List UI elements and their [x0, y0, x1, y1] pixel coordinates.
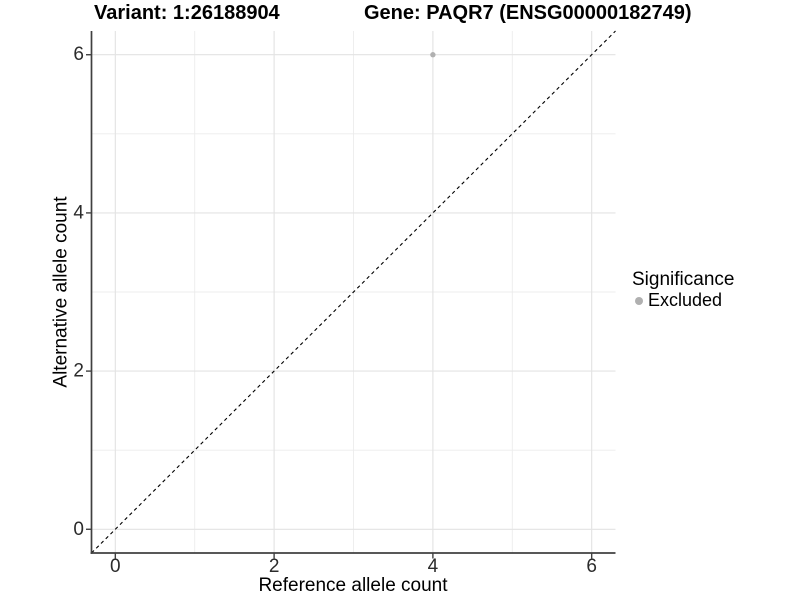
- x-tick-label: 4: [428, 556, 439, 577]
- legend-point-icon: [635, 296, 643, 305]
- identity-line: [91, 30, 616, 554]
- y-tick-label: 6: [73, 44, 84, 65]
- plot-title-variant: Variant: 1:26188904: [94, 2, 280, 24]
- plot-title-gene: Gene: PAQR7 (ENSG00000182749): [364, 2, 692, 24]
- x-tick-label: 6: [586, 556, 597, 577]
- y-tick-label: 2: [73, 361, 84, 382]
- legend-title: Significance: [632, 269, 735, 290]
- legend-item-excluded: Excluded: [631, 291, 734, 310]
- x-tick-label: 0: [110, 556, 121, 577]
- legend-item-label: Excluded: [648, 290, 723, 310]
- data-point: [430, 52, 436, 58]
- y-tick-label: 0: [73, 519, 84, 540]
- y-tick-label: 4: [73, 202, 84, 223]
- x-tick-label: 2: [269, 556, 280, 577]
- x-axis-title: Reference allele count: [258, 575, 448, 596]
- legend: Significance Excluded: [631, 270, 734, 310]
- y-axis-title: Alternative allele count: [50, 196, 72, 388]
